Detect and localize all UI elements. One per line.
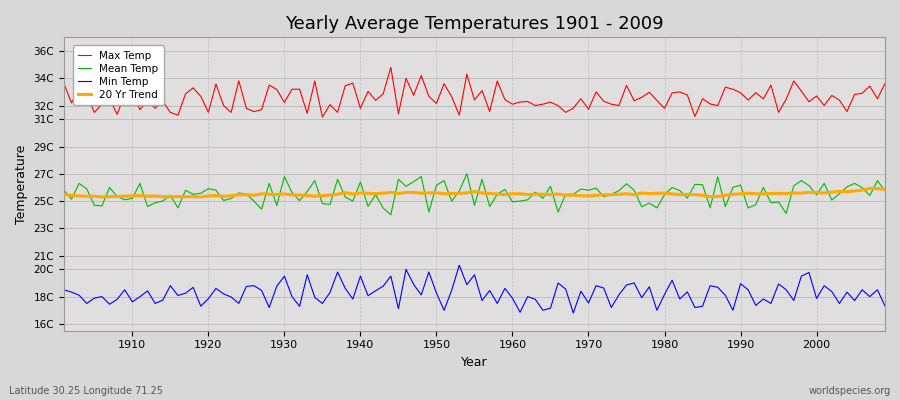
Line: Max Temp: Max Temp bbox=[64, 67, 885, 117]
Max Temp bbox=[58, 81, 69, 86]
Min Temp bbox=[515, 310, 526, 315]
Min Temp bbox=[614, 292, 625, 297]
Max Temp bbox=[385, 65, 396, 70]
Max Temp bbox=[317, 115, 328, 120]
20 Yr Trend bbox=[120, 194, 130, 199]
Text: Latitude 30.25 Longitude 71.25: Latitude 30.25 Longitude 71.25 bbox=[9, 386, 163, 396]
Min Temp bbox=[568, 310, 579, 315]
Y-axis label: Temperature: Temperature bbox=[15, 144, 28, 224]
Min Temp bbox=[286, 294, 297, 299]
Min Temp bbox=[332, 270, 343, 274]
20 Yr Trend bbox=[507, 191, 517, 196]
Mean Temp bbox=[522, 197, 533, 202]
20 Yr Trend bbox=[606, 192, 616, 197]
20 Yr Trend bbox=[195, 194, 206, 199]
Max Temp bbox=[340, 83, 351, 88]
Min Temp bbox=[879, 304, 890, 308]
Mean Temp bbox=[462, 171, 472, 176]
Max Temp bbox=[614, 103, 625, 108]
Max Temp bbox=[522, 99, 533, 104]
Legend: Max Temp, Mean Temp, Min Temp, 20 Yr Trend: Max Temp, Mean Temp, Min Temp, 20 Yr Tre… bbox=[73, 46, 164, 105]
Line: Mean Temp: Mean Temp bbox=[64, 174, 885, 215]
Line: Min Temp: Min Temp bbox=[64, 265, 885, 313]
Max Temp bbox=[515, 100, 526, 104]
Mean Temp bbox=[515, 199, 526, 204]
Title: Yearly Average Temperatures 1901 - 2009: Yearly Average Temperatures 1901 - 2009 bbox=[285, 15, 664, 33]
Min Temp bbox=[58, 287, 69, 292]
Mean Temp bbox=[332, 177, 343, 182]
Mean Temp bbox=[614, 188, 625, 193]
20 Yr Trend bbox=[294, 193, 305, 198]
20 Yr Trend bbox=[58, 192, 69, 197]
Mean Temp bbox=[879, 188, 890, 193]
Mean Temp bbox=[120, 197, 130, 202]
Max Temp bbox=[879, 81, 890, 86]
20 Yr Trend bbox=[515, 191, 526, 196]
20 Yr Trend bbox=[340, 190, 351, 195]
Mean Temp bbox=[385, 212, 396, 217]
Max Temp bbox=[286, 87, 297, 92]
X-axis label: Year: Year bbox=[461, 356, 488, 369]
Mean Temp bbox=[286, 190, 297, 195]
Max Temp bbox=[120, 92, 130, 97]
Min Temp bbox=[120, 287, 130, 292]
20 Yr Trend bbox=[879, 187, 890, 192]
Text: worldspecies.org: worldspecies.org bbox=[809, 386, 891, 396]
20 Yr Trend bbox=[864, 186, 875, 191]
Mean Temp bbox=[58, 188, 69, 192]
Line: 20 Yr Trend: 20 Yr Trend bbox=[64, 188, 885, 197]
Min Temp bbox=[507, 296, 517, 300]
Min Temp bbox=[454, 263, 464, 268]
